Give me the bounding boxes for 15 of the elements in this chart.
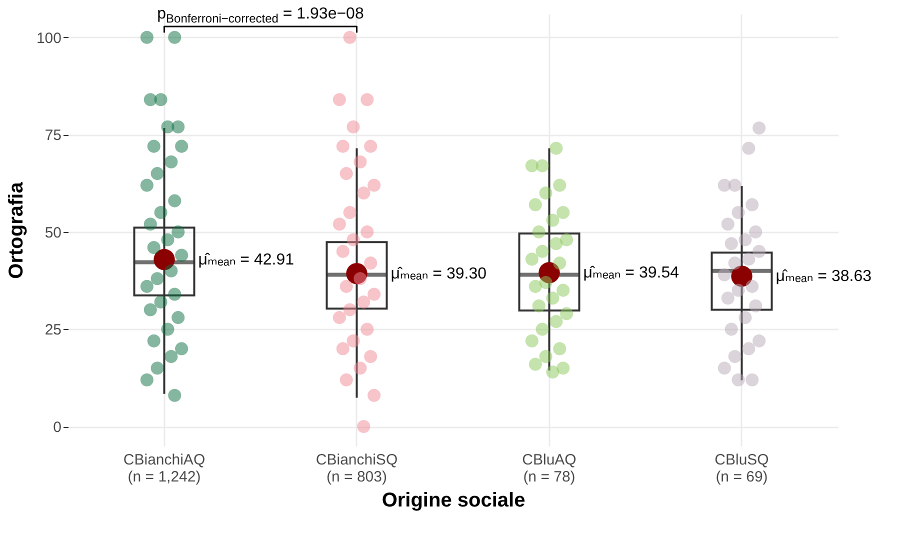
y-tick-label: 50: [44, 224, 62, 242]
x-axis-title: Origine sociale: [382, 490, 526, 512]
y-tick-label: 100: [36, 30, 62, 47]
y-axis-title: Ortografia: [5, 181, 28, 279]
annotation: μ̂ₘₑₐₙ = 42.91: [198, 252, 294, 269]
x-tick-label: CBianchiSQ (n = 803): [316, 452, 398, 486]
annotation: μ̂ₘₑₐₙ = 38.63: [776, 268, 872, 286]
y-tick-label: 0: [53, 419, 62, 436]
x-tick-label: CBianchiAQ (n = 1,242): [123, 452, 206, 486]
y-tick-label: 75: [44, 127, 62, 144]
annotation: μ̂ₘₑₐₙ = 39.30: [390, 266, 487, 283]
x-tick-label: CBluAQ (n = 78): [522, 452, 576, 486]
annotation: μ̂ₘₑₐₙ = 39.54: [583, 264, 680, 282]
y-tick-label: 25: [44, 322, 62, 339]
x-tick-label: CBluSQ (n = 69): [714, 452, 769, 486]
